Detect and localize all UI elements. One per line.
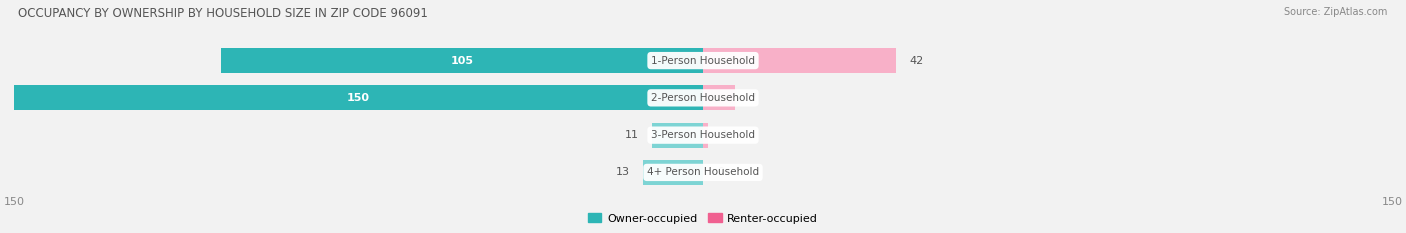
Bar <box>644 160 703 185</box>
Text: 150: 150 <box>347 93 370 103</box>
Bar <box>652 123 703 148</box>
Text: 4+ Person Household: 4+ Person Household <box>647 168 759 177</box>
Text: 13: 13 <box>616 168 630 177</box>
Text: 105: 105 <box>450 56 474 65</box>
Bar <box>14 85 703 110</box>
Text: 11: 11 <box>624 130 638 140</box>
Legend: Owner-occupied, Renter-occupied: Owner-occupied, Renter-occupied <box>588 213 818 223</box>
Text: 1: 1 <box>721 130 728 140</box>
Text: OCCUPANCY BY OWNERSHIP BY HOUSEHOLD SIZE IN ZIP CODE 96091: OCCUPANCY BY OWNERSHIP BY HOUSEHOLD SIZE… <box>18 7 429 20</box>
Text: 0: 0 <box>717 168 724 177</box>
Text: 150: 150 <box>4 197 24 206</box>
Text: 7: 7 <box>749 93 756 103</box>
Text: 3-Person Household: 3-Person Household <box>651 130 755 140</box>
Bar <box>703 85 735 110</box>
Text: 2-Person Household: 2-Person Household <box>651 93 755 103</box>
Bar <box>703 48 896 73</box>
Bar <box>703 123 707 148</box>
Text: 42: 42 <box>910 56 924 65</box>
Text: 150: 150 <box>1382 197 1402 206</box>
Text: 1-Person Household: 1-Person Household <box>651 56 755 65</box>
Text: Source: ZipAtlas.com: Source: ZipAtlas.com <box>1284 7 1388 17</box>
Bar <box>221 48 703 73</box>
